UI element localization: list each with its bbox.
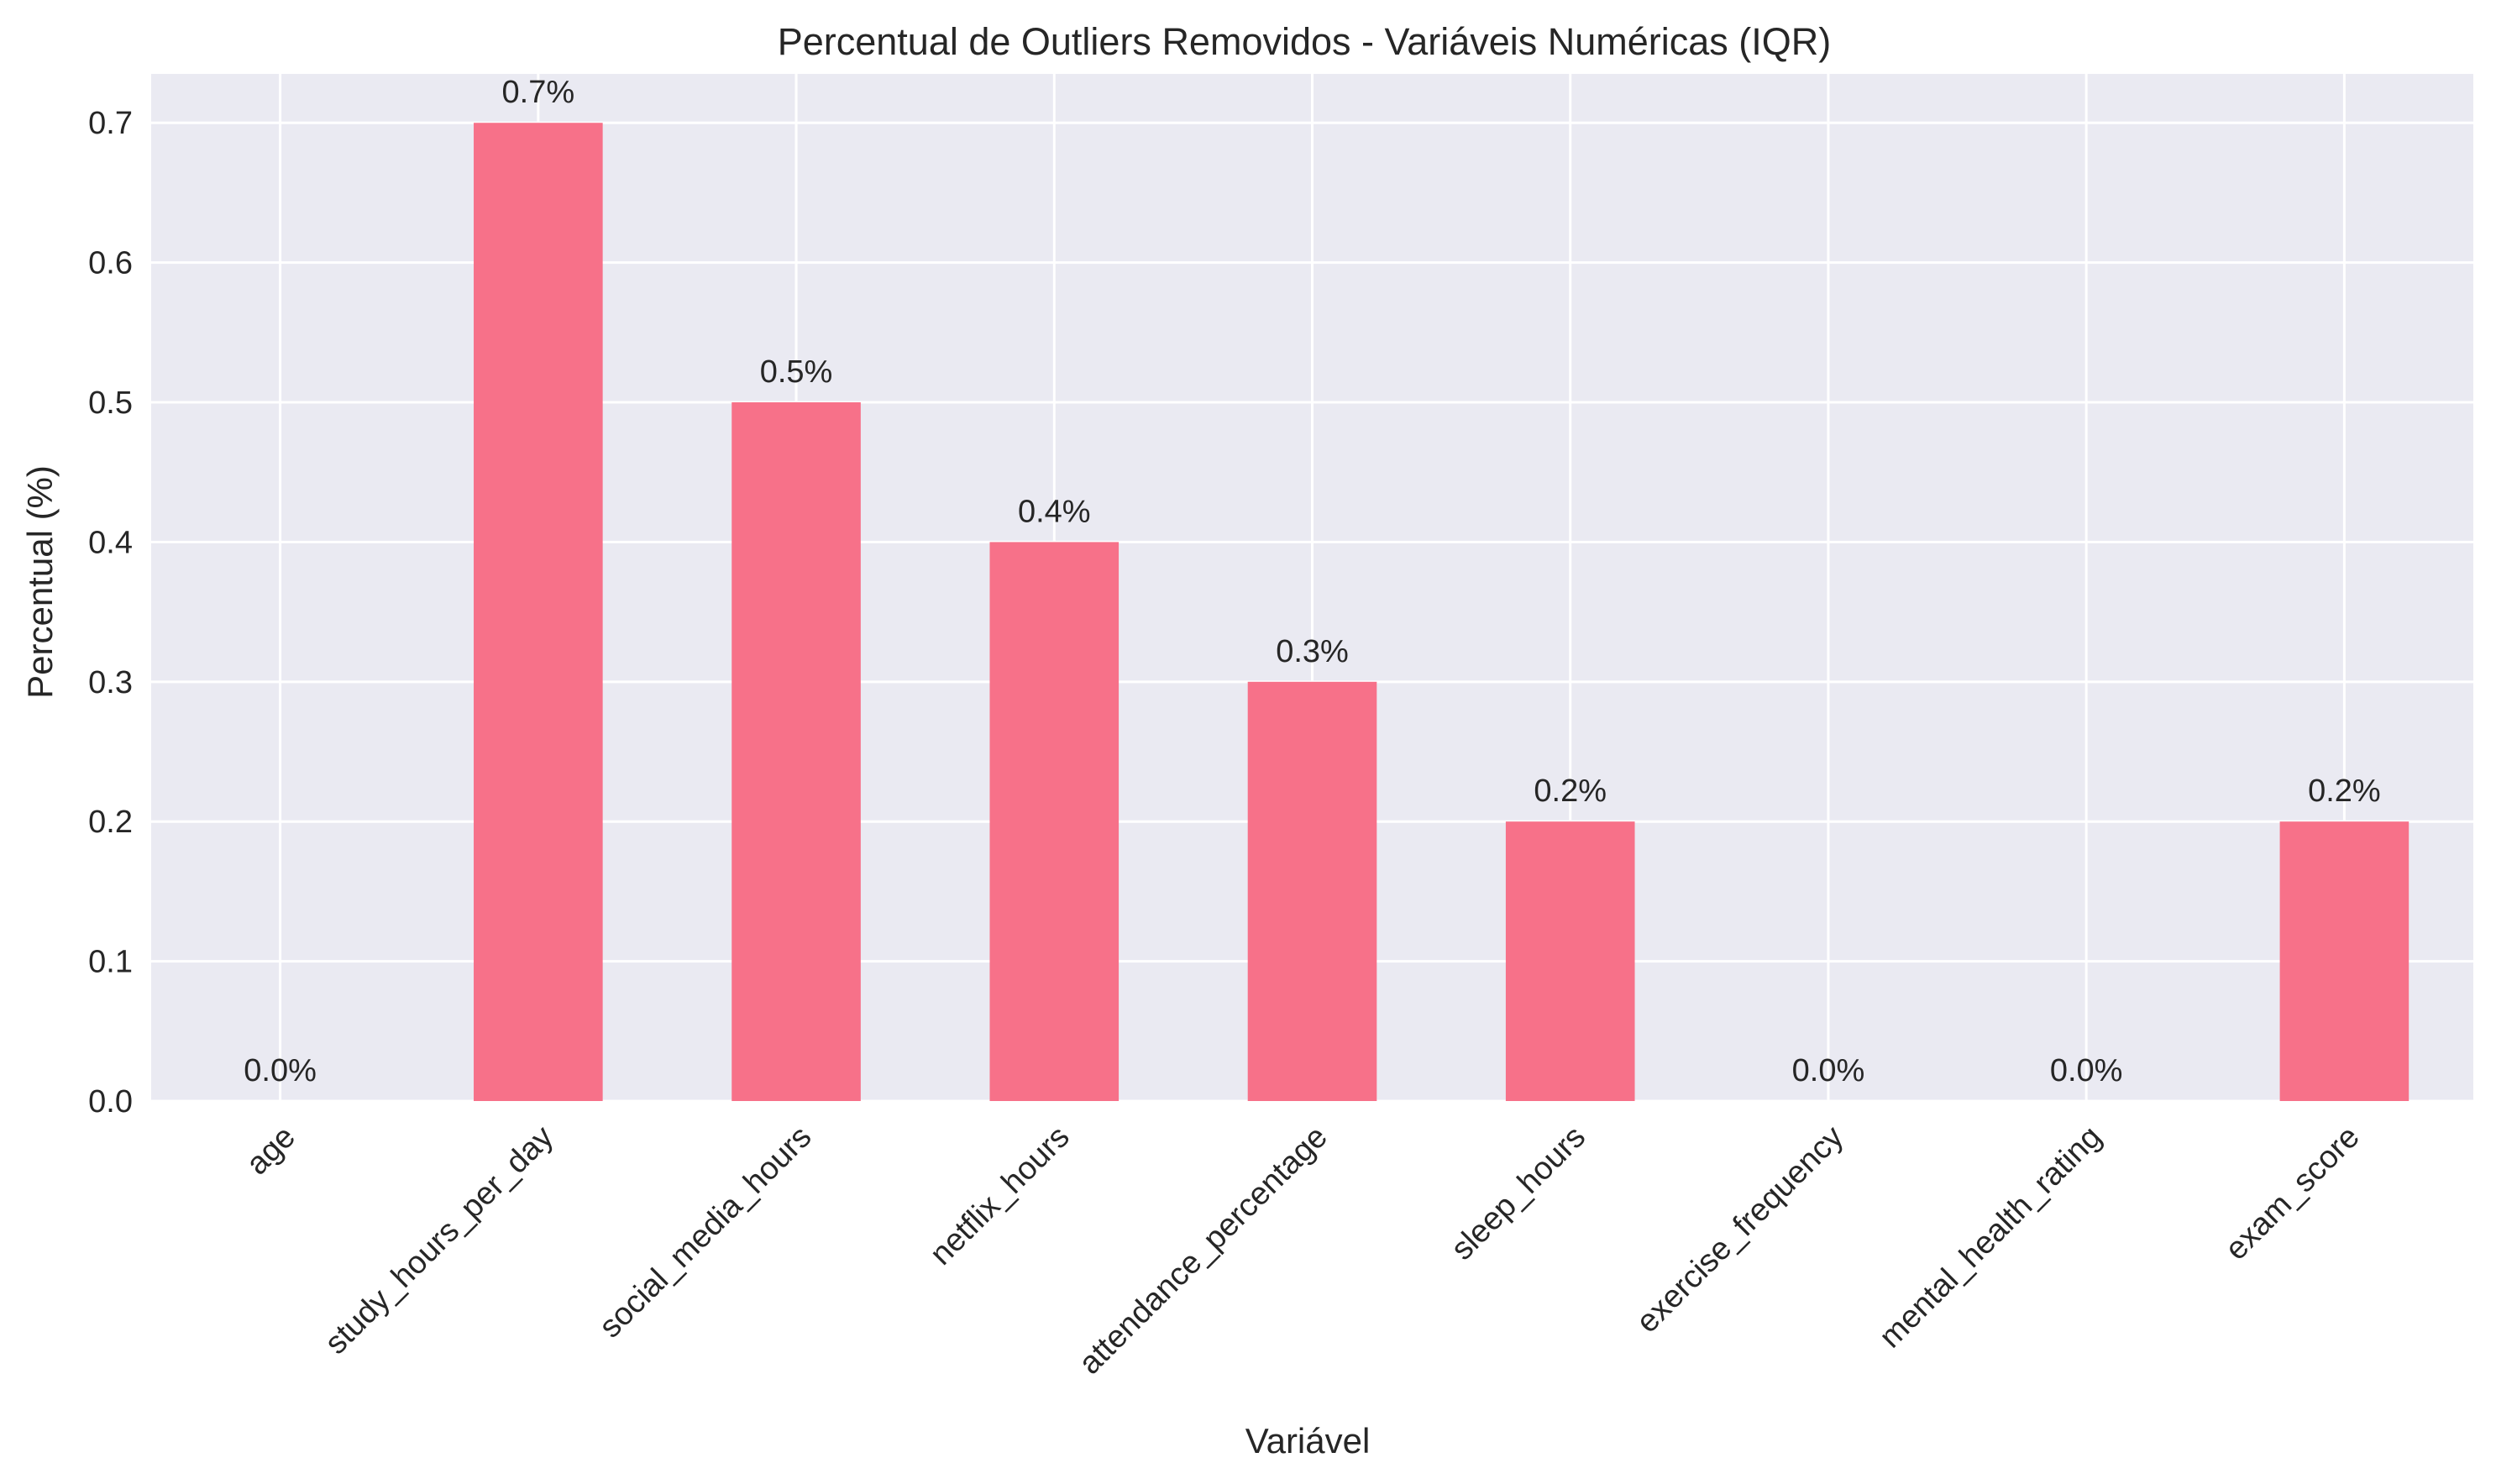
chart-title: Percentual de Outliers Removidos - Variá… bbox=[778, 20, 1832, 63]
data-label: 0.0% bbox=[244, 1053, 317, 1088]
data-label: 0.3% bbox=[1276, 634, 1349, 669]
x-tick-label: mental_health_rating bbox=[1873, 1120, 2109, 1356]
x-tick-label: netflix_hours bbox=[924, 1120, 1077, 1272]
data-label: 0.2% bbox=[2308, 773, 2381, 809]
y-tick-label: 0.4 bbox=[88, 525, 133, 560]
bar-social_media_hours bbox=[731, 402, 861, 1101]
x-tick-label: study_hours_per_day bbox=[318, 1120, 560, 1361]
data-label: 0.7% bbox=[502, 75, 575, 110]
data-label: 0.5% bbox=[760, 354, 833, 390]
data-label: 0.0% bbox=[1792, 1053, 1865, 1088]
x-tick-label: social_media_hours bbox=[593, 1120, 819, 1345]
y-tick-label: 0.1 bbox=[88, 945, 133, 980]
x-tick-label: attendance_percentage bbox=[1072, 1120, 1335, 1382]
data-label: 0.2% bbox=[1534, 773, 1607, 809]
x-tick-label: exercise_frequency bbox=[1630, 1120, 1851, 1340]
bar-attendance_percentage bbox=[1247, 681, 1377, 1101]
bar-exam_score bbox=[2279, 821, 2409, 1101]
y-tick-label: 0.7 bbox=[88, 106, 133, 141]
data-labels: 0.0% 0.7% 0.5% 0.4% 0.3% 0.2% 0.0% 0.0% 0.2% bbox=[244, 75, 2380, 1088]
x-tick-label: sleep_hours bbox=[1445, 1120, 1592, 1267]
x-axis-label: Variável bbox=[1245, 1421, 1371, 1460]
y-tick-label: 0.3 bbox=[88, 665, 133, 700]
y-axis-label: Percentual (%) bbox=[20, 465, 60, 699]
data-label: 0.0% bbox=[2050, 1053, 2123, 1088]
x-tick-label: age bbox=[239, 1120, 302, 1182]
bar-netflix_hours bbox=[989, 542, 1120, 1101]
y-tick-label: 0.0 bbox=[88, 1084, 133, 1120]
y-tick-label: 0.2 bbox=[88, 805, 133, 840]
data-label: 0.4% bbox=[1018, 494, 1091, 529]
bars bbox=[474, 123, 2409, 1102]
bar-study_hours_per_day bbox=[474, 123, 603, 1102]
bar-sleep_hours bbox=[1505, 821, 1635, 1101]
y-tick-label: 0.5 bbox=[88, 385, 133, 421]
y-tick-label: 0.6 bbox=[88, 246, 133, 281]
x-tick-labels: age study_hours_per_day social_media_hours… bbox=[239, 1120, 2366, 1382]
x-tick-label: exam_score bbox=[2219, 1120, 2367, 1267]
y-tick-labels: 0.0 0.1 0.2 0.3 0.4 0.5 0.6 0.7 bbox=[88, 106, 133, 1120]
